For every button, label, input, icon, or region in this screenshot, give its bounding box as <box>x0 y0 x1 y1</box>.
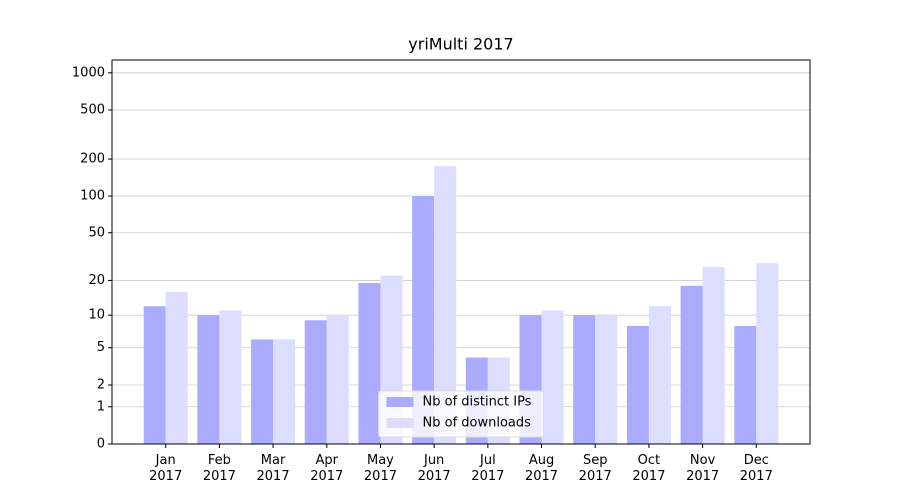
legend-box <box>378 390 544 438</box>
y-tick-label: 20 <box>88 273 105 288</box>
legend-label: Nb of distinct IPs <box>423 395 532 410</box>
bar <box>251 339 274 444</box>
bar <box>626 325 649 444</box>
y-tick-label: 500 <box>80 103 105 118</box>
x-tick-label: Oct 2017 <box>632 453 666 484</box>
chart-title: yriMulti 2017 <box>408 35 513 54</box>
bar <box>756 263 779 444</box>
bar <box>143 306 166 444</box>
bar <box>326 315 349 444</box>
y-tick-label: 10 <box>88 308 105 323</box>
bar <box>595 315 618 444</box>
bar <box>573 315 596 444</box>
bar <box>702 266 725 444</box>
bar <box>648 306 671 444</box>
bar <box>434 166 457 444</box>
bar <box>273 339 296 444</box>
y-tick-label: 5 <box>97 340 105 355</box>
x-tick-label: Nov 2017 <box>686 453 720 484</box>
y-tick-label: 2 <box>97 377 105 392</box>
bar <box>358 283 381 444</box>
x-tick-label: May 2017 <box>363 453 397 484</box>
x-tick-label: Apr 2017 <box>310 453 344 484</box>
x-tick-label: Jul 2017 <box>471 453 505 484</box>
bar <box>412 196 435 444</box>
bar <box>304 320 327 444</box>
legend-swatch <box>386 397 414 407</box>
y-tick-label: 1 <box>97 399 105 414</box>
x-tick-label: Jan 2017 <box>149 453 183 484</box>
y-tick-label: 50 <box>88 225 105 240</box>
x-tick-label: Feb 2017 <box>202 453 236 484</box>
y-tick-label: 1000 <box>72 65 105 80</box>
bar <box>197 315 220 444</box>
axes-frame <box>111 59 811 445</box>
legend-swatch <box>386 418 414 428</box>
bar <box>219 310 242 444</box>
x-tick-label: Jun 2017 <box>417 453 451 484</box>
y-tick-label: 100 <box>80 189 105 204</box>
bar <box>734 325 757 444</box>
bar <box>680 285 703 444</box>
legend: Nb of distinct IPs Nb of downloads <box>378 390 544 438</box>
bar <box>541 310 564 444</box>
x-tick-label: Aug 2017 <box>524 453 559 484</box>
x-tick-label: Mar 2017 <box>256 453 290 484</box>
x-tick-label: Sep 2017 <box>578 453 612 484</box>
y-tick-label: 200 <box>80 152 105 167</box>
legend-label: Nb of downloads <box>423 416 532 431</box>
x-tick-label: Dec 2017 <box>739 453 773 484</box>
y-tick-label: 0 <box>97 437 105 452</box>
bar <box>165 291 188 444</box>
